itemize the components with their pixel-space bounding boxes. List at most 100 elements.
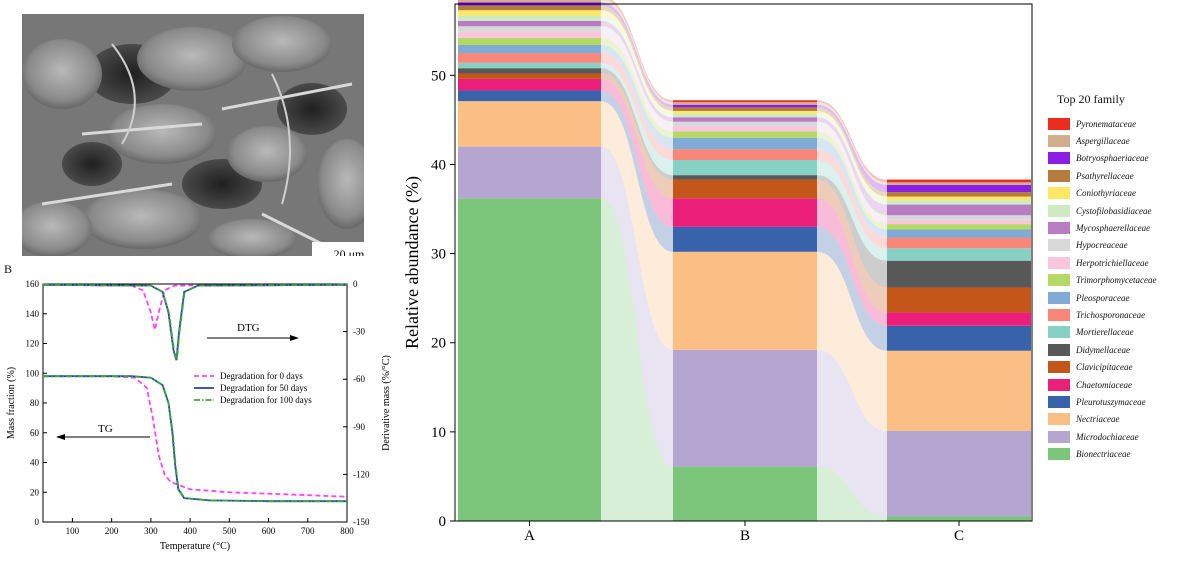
flow-band	[817, 121, 887, 220]
legend-item: Didymellaceae	[1048, 341, 1178, 358]
bar-segment	[673, 126, 817, 132]
bar-segment	[458, 78, 601, 91]
legend-swatch	[1048, 222, 1070, 235]
flow-band	[601, 5, 673, 111]
legend-label: Didymellaceae	[1076, 344, 1130, 355]
bar-segment	[887, 204, 1031, 216]
bar-segment	[673, 175, 817, 180]
y-tick-label: 40	[30, 458, 40, 468]
y-tick-label: 80	[30, 398, 40, 408]
bar-segment	[887, 224, 1031, 230]
legend-label: Bionectriaceae	[1076, 449, 1131, 460]
y2-tick-label: 0	[353, 279, 358, 289]
x-tick-label: 300	[144, 526, 158, 536]
flow-band	[817, 179, 887, 313]
legend-item: Pleosporaceae	[1048, 289, 1178, 306]
flow-band	[601, 73, 673, 199]
flow-band	[601, 0, 673, 105]
flow-band	[817, 466, 887, 521]
legend-label: Mycosphaerellaceae	[1076, 223, 1151, 234]
bar-segment	[458, 26, 601, 32]
legend-item: Aspergillaceae	[1048, 132, 1178, 149]
bar-segment	[673, 349, 817, 467]
sem-micrograph: 20 μm	[22, 14, 364, 256]
y-tick-label: 20	[431, 336, 446, 352]
x-tick-label: 600	[262, 526, 276, 536]
flow-band	[817, 149, 887, 249]
bar-segment	[887, 215, 1031, 220]
legend-swatch	[1048, 395, 1070, 408]
bar-segment	[887, 229, 1031, 238]
legend-item: Microdochiaceae	[1048, 428, 1178, 445]
flow-band	[817, 102, 887, 185]
bar-segment	[458, 146, 601, 199]
legend-item: Mycosphaerellaceae	[1048, 219, 1178, 236]
bar-segment	[673, 107, 817, 111]
legend-label: Hypocreaceae	[1076, 240, 1128, 251]
dtg-curve	[42, 283, 348, 331]
bar-segment	[458, 53, 601, 63]
legend-label: Botryosphaeriaceae	[1076, 153, 1149, 164]
legend-item: Chaetomiaceae	[1048, 376, 1178, 393]
x-tick-label: C	[954, 528, 964, 544]
bar-segment	[673, 110, 817, 114]
legend-item: Trichosporonaceae	[1048, 306, 1178, 323]
legend-swatch	[1048, 256, 1070, 269]
panel-b-label: B	[4, 262, 13, 276]
y2-tick-label: -120	[353, 469, 370, 479]
abundance-plot-frame	[454, 3, 1033, 522]
tg-legend-label: Degradation for 50 days	[220, 383, 308, 393]
flow-band	[817, 107, 887, 197]
flow-band	[601, 31, 673, 132]
bar-segment	[458, 45, 601, 54]
legend-label: Pleosporaceae	[1076, 292, 1130, 303]
legend-swatch	[1048, 326, 1070, 339]
flow-band	[601, 146, 673, 467]
flow-band	[601, 37, 673, 138]
bar-segment	[887, 516, 1031, 521]
flow-band	[817, 251, 887, 431]
legend-swatch	[1048, 308, 1070, 321]
family-legend: Top 20 family Pyronemataceae Aspergillace…	[1048, 92, 1178, 463]
flow-band	[601, 53, 673, 160]
tg-arrowhead	[56, 434, 65, 440]
bar-segment	[673, 149, 817, 160]
legend-item: Psathyrellaceae	[1048, 167, 1178, 184]
flow-band	[817, 159, 887, 261]
bar-segment	[887, 260, 1031, 288]
bar-segment	[673, 121, 817, 127]
legend-item: Mortierellaceae	[1048, 324, 1178, 341]
flow-band	[817, 100, 887, 183]
legend-swatch	[1048, 117, 1070, 130]
x-tick-label: 500	[223, 526, 237, 536]
bar-segment	[673, 113, 817, 118]
bar-segment	[458, 31, 601, 38]
flow-band	[817, 113, 887, 205]
y-tick-label: 60	[30, 428, 40, 438]
bar-segment	[673, 104, 817, 108]
legend-swatch	[1048, 378, 1070, 391]
legend-label: Herpotrichiellaceae	[1076, 257, 1149, 268]
legend-label: Clavicipitaceae	[1076, 362, 1133, 373]
legend-label: Trimorphomycetaceae	[1076, 275, 1157, 286]
flow-band	[601, 101, 673, 350]
bar-segment	[458, 37, 601, 46]
flow-band	[817, 349, 887, 517]
y-tick-label: 20	[30, 487, 40, 497]
bar-segment	[887, 237, 1031, 249]
bar-segment	[887, 248, 1031, 261]
bar-segment	[673, 226, 817, 252]
bar-segment	[887, 182, 1031, 185]
bar-segment	[458, 20, 601, 27]
y2-tick-label: -150	[353, 517, 370, 527]
flow-band	[601, 10, 673, 114]
y-tick-label: 0	[35, 517, 40, 527]
flow-band	[817, 175, 887, 288]
flow-band	[601, 90, 673, 252]
legend-item: Botryosphaeriaceae	[1048, 150, 1178, 167]
bar-segment	[887, 200, 1031, 205]
sem-texture	[22, 14, 364, 256]
flow-band	[601, 20, 673, 122]
legend-swatch	[1048, 135, 1070, 148]
